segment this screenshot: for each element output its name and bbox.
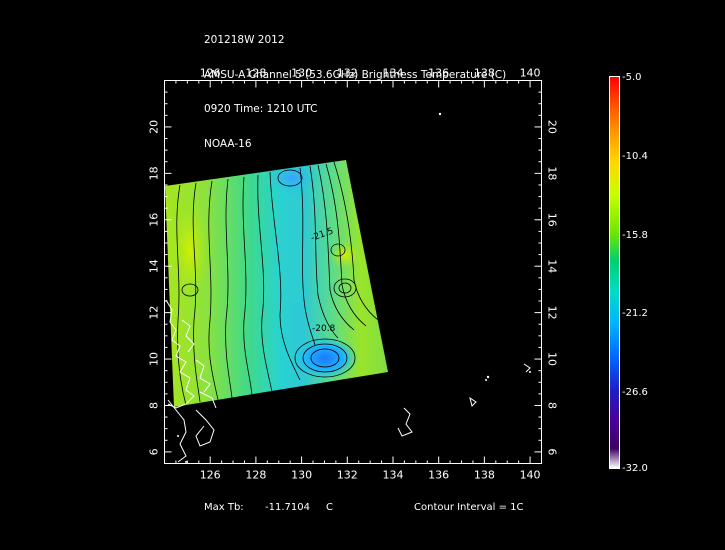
colorbar-label: -21.2: [622, 308, 648, 319]
contour-interval: Contour Interval = 1C: [414, 502, 524, 513]
observation-time: 0920 Time: 1210 UTC: [204, 103, 318, 115]
axis-ticks: [164, 80, 542, 464]
latitude-label-right: 6: [546, 448, 559, 455]
longitude-label-bottom: 128: [245, 469, 266, 482]
latitude-labels: 6 6 8 8 10 10 12 12 14 14 16 16 18 18 20 20: [148, 120, 559, 455]
coastlines: [165, 299, 531, 463]
latitude-label-left: 18: [148, 166, 161, 180]
contour-label-2: -20.8: [312, 324, 336, 334]
colorbar-label-max: -5.0: [622, 72, 642, 83]
product-title: AMSU-A Channel 5 (53.6GHz) Brightness Te…: [204, 68, 507, 81]
longitude-labels: 126 126 128 128 130 130 132 132 134 134 136 136 138 1…: [200, 67, 541, 482]
colorbar-label: -10.4: [622, 151, 648, 162]
longitude-label-top: 134: [382, 67, 403, 80]
latitude-label-right: 14: [546, 259, 559, 273]
longitude-label-bottom: 130: [291, 469, 312, 482]
colorbar-label: -15.8: [622, 230, 648, 241]
satellite-name: NOAA-16: [204, 137, 252, 150]
colorbar: [609, 76, 620, 469]
latitude-label-left: 14: [148, 259, 161, 273]
longitude-label-bottom: 132: [337, 469, 358, 482]
longitude-label-top: 132: [337, 67, 358, 80]
colorbar-label: -26.6: [622, 387, 648, 398]
latitude-label-left: 16: [148, 213, 161, 227]
longitude-label-top: 126: [200, 67, 221, 80]
longitude-label-top: 130: [291, 67, 312, 80]
longitude-label-top: 136: [428, 67, 449, 80]
contour-lines: [176, 161, 379, 406]
latitude-label-left: 20: [148, 120, 161, 134]
max-tb-label: Max Tb:: [204, 502, 244, 513]
map-frame: [164, 80, 542, 464]
longitude-label-top: 138: [474, 67, 495, 80]
latitude-label-left: 10: [148, 352, 161, 366]
latitude-label-right: 12: [546, 306, 559, 320]
max-tb-value: -11.7104: [265, 502, 310, 513]
longitude-label-top: 140: [520, 67, 541, 80]
longitude-label-bottom: 126: [200, 469, 221, 482]
latitude-label-left: 6: [148, 448, 161, 455]
brightness-swath: -21.5 -20.8: [165, 160, 388, 407]
colorbar-gradient: [610, 77, 619, 468]
latitude-label-right: 8: [546, 402, 559, 409]
latitude-label-right: 20: [546, 120, 559, 134]
longitude-label-top: 128: [245, 67, 266, 80]
longitude-label-bottom: 138: [474, 469, 495, 482]
latitude-label-left: 8: [148, 402, 161, 409]
small-islands: [177, 112, 531, 463]
longitude-label-bottom: 134: [382, 469, 403, 482]
max-tb-unit: C: [326, 502, 333, 513]
title-block: 201218W 2012 AMSU-A Channel 5 (53.6GHz) …: [204, 12, 506, 162]
latitude-label-right: 16: [546, 213, 559, 227]
latitude-label-left: 12: [148, 306, 161, 320]
latitude-label-right: 10: [546, 352, 559, 366]
storm-id: 201218W 2012: [204, 34, 285, 46]
longitude-label-bottom: 140: [520, 469, 541, 482]
latitude-label-right: 18: [546, 166, 559, 180]
longitude-label-bottom: 136: [428, 469, 449, 482]
colorbar-label-min: -32.0: [622, 463, 648, 474]
